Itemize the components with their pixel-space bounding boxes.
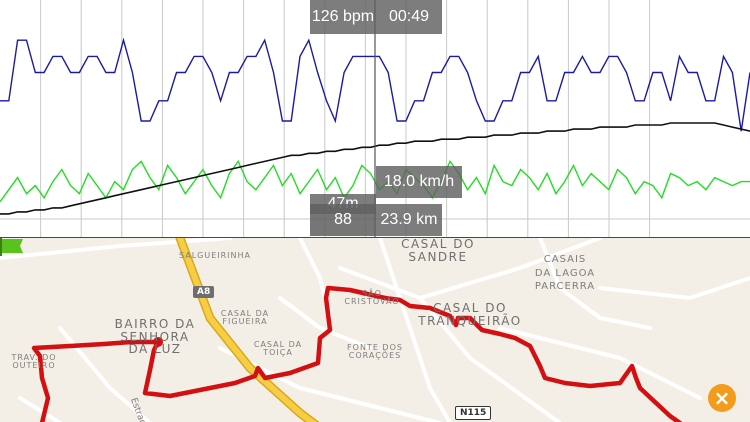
chart-grid: [40, 0, 651, 237]
route-line: [31, 285, 683, 422]
speed-readout: 18.0 km/h: [376, 166, 462, 198]
label-line: CASAL DO: [433, 301, 507, 315]
label-line: PARCERRA: [534, 281, 596, 292]
label-line: SÃO: [362, 289, 382, 298]
time-readout: 00:49: [376, 0, 442, 34]
distance-readout: 23.9 km: [376, 204, 442, 236]
label-line: TRANQUEIRÃO: [418, 313, 522, 328]
road-shield-a8: A8: [193, 286, 215, 298]
minor-roads: [0, 238, 750, 422]
label-fonte-dos-coracoes: FONTE DOS CORAÇÕES: [347, 343, 403, 361]
label-line: DA LAGOA: [534, 267, 596, 279]
chart-panel[interactable]: 126 bpm 00:49 18.0 km/h 47m 88 23.9 km: [0, 0, 750, 237]
label-line: CORAÇÕES: [348, 351, 402, 361]
cadence-readout: 88: [310, 204, 376, 236]
road-shield-n115: N115: [455, 406, 492, 420]
label-salgueirinha: SALGUEIRINHA: [178, 251, 252, 260]
map-base: [0, 238, 750, 422]
label-bairro-da-senhora-da-luz: BAIRRO DA SENHORA DA LUZ: [115, 318, 196, 356]
label-line: FIGUEIRA: [222, 317, 268, 327]
label-casal-do-sandre: CASAL DO SANDRE: [401, 238, 475, 263]
label-casal-do-tranqueirao: CASAL DO TRANQUEIRÃO: [418, 302, 522, 327]
label-line: CASAL DA: [220, 309, 270, 318]
label-casais-da-lagoa-parcerra: CASAIS DA LAGOA PARCERRA: [534, 254, 596, 293]
label-line: TRAV. DO: [11, 353, 57, 362]
label-trav-do-outeiro: TRAV. DO OUTEIRO: [11, 353, 57, 371]
motorway-a8: [175, 238, 320, 422]
label-line: CASAL DA: [253, 340, 303, 349]
label-line: TOIÇA: [263, 348, 293, 358]
label-line: SENHORA: [120, 329, 190, 344]
close-button[interactable]: ×: [708, 384, 736, 412]
label-casal-da-figueira: CASAL DA FIGUEIRA: [220, 309, 270, 327]
label-casal-da-toica: CASAL DA TOIÇA: [253, 340, 303, 358]
finish-flag-icon: [0, 238, 23, 256]
label-sao-cristovao: SÃO CRISTOVÃO: [344, 289, 400, 307]
map-view[interactable]: SALGUEIRINHA CASAL DO SANDRE CASAIS DA L…: [0, 237, 750, 422]
label-line: CASAIS: [543, 254, 587, 265]
label-line: OUTEIRO: [12, 361, 56, 371]
heart-rate-readout: 126 bpm: [310, 0, 376, 34]
label-line: CRISTOVÃO: [344, 297, 400, 307]
label-line: CASAL DO: [401, 237, 475, 251]
label-line: SANDRE: [408, 249, 468, 264]
label-line: FONTE DOS: [347, 343, 403, 352]
route-start-marker: [153, 337, 163, 347]
label-line: DA LUZ: [128, 342, 182, 357]
label-line: BAIRRO DA: [114, 317, 196, 331]
